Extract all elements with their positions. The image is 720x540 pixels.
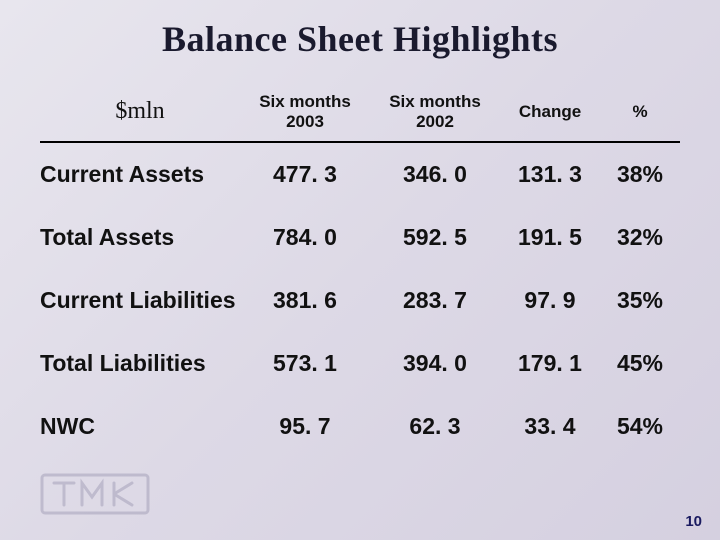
cell-percent: 38%: [600, 142, 680, 206]
company-logo: [40, 473, 150, 520]
page-number: 10: [685, 513, 702, 530]
row-label: Total Assets: [40, 206, 240, 269]
cell-2003: 573. 1: [240, 332, 370, 395]
cell-2003: 95. 7: [240, 395, 370, 458]
balance-sheet-table: $mln Six months 2003 Six months 2002 Cha…: [40, 86, 680, 458]
cell-percent: 45%: [600, 332, 680, 395]
table-row: NWC 95. 7 62. 3 33. 4 54%: [40, 395, 680, 458]
slide-title: Balance Sheet Highlights: [40, 18, 680, 60]
cell-2002: 283. 7: [370, 269, 500, 332]
row-label: Current Assets: [40, 142, 240, 206]
cell-2002: 592. 5: [370, 206, 500, 269]
cell-change: 97. 9: [500, 269, 600, 332]
cell-2002: 346. 0: [370, 142, 500, 206]
row-label: Total Liabilities: [40, 332, 240, 395]
col-header-percent: %: [600, 86, 680, 142]
cell-percent: 54%: [600, 395, 680, 458]
cell-2003: 784. 0: [240, 206, 370, 269]
table-row: Total Assets 784. 0 592. 5 191. 5 32%: [40, 206, 680, 269]
table-row: Current Assets 477. 3 346. 0 131. 3 38%: [40, 142, 680, 206]
row-label: NWC: [40, 395, 240, 458]
col-header-2002: Six months 2002: [370, 86, 500, 142]
col-header-change: Change: [500, 86, 600, 142]
cell-change: 179. 1: [500, 332, 600, 395]
table-row: Total Liabilities 573. 1 394. 0 179. 1 4…: [40, 332, 680, 395]
cell-change: 191. 5: [500, 206, 600, 269]
cell-2002: 62. 3: [370, 395, 500, 458]
row-label: Current Liabilities: [40, 269, 240, 332]
cell-2003: 477. 3: [240, 142, 370, 206]
cell-change: 131. 3: [500, 142, 600, 206]
col-header-2003: Six months 2003: [240, 86, 370, 142]
cell-percent: 35%: [600, 269, 680, 332]
table-header-row: $mln Six months 2003 Six months 2002 Cha…: [40, 86, 680, 142]
cell-2002: 394. 0: [370, 332, 500, 395]
cell-change: 33. 4: [500, 395, 600, 458]
table-row: Current Liabilities 381. 6 283. 7 97. 9 …: [40, 269, 680, 332]
cell-percent: 32%: [600, 206, 680, 269]
slide: Balance Sheet Highlights $mln Six months…: [0, 0, 720, 540]
cell-2003: 381. 6: [240, 269, 370, 332]
unit-label: $mln: [40, 86, 240, 142]
